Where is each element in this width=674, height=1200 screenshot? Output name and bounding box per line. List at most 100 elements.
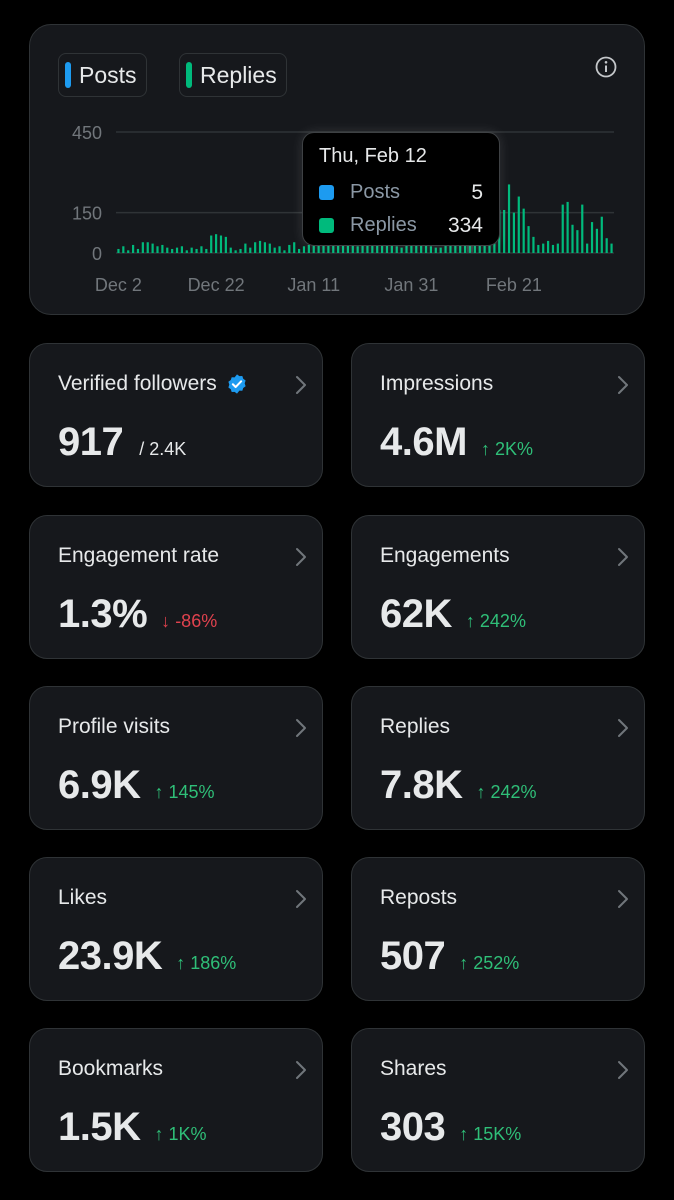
replies-bar[interactable] [278,246,281,253]
replies-bar[interactable] [503,209,506,253]
replies-bar[interactable] [195,248,198,253]
replies-bar[interactable] [161,244,164,253]
stat-value: 303 [380,1105,446,1149]
replies-bar[interactable] [439,247,442,253]
replies-bar[interactable] [166,247,169,253]
replies-bar[interactable] [571,224,574,253]
replies-bar[interactable] [293,242,296,253]
replies-bar[interactable] [434,247,437,253]
replies-bar[interactable] [576,230,579,253]
replies-bar[interactable] [390,244,393,253]
stat-delta-value: 145% [168,782,215,802]
stat-value: 62K [380,592,452,636]
stat-value-row: 917 / 2.4K [58,420,186,465]
replies-bar[interactable] [527,226,530,253]
replies-bar[interactable] [307,244,310,253]
replies-bar[interactable] [532,236,535,253]
stat-delta: ↑ 145% [155,782,215,803]
replies-bar[interactable] [586,243,589,253]
replies-bar[interactable] [229,247,232,253]
replies-bar[interactable] [512,212,516,253]
stat-card-replies[interactable]: Replies 7.8K ↑ 242% [351,686,645,830]
replies-bar[interactable] [429,246,433,253]
replies-bar[interactable] [288,244,291,253]
replies-bar[interactable] [590,222,594,253]
replies-bar[interactable] [190,247,193,253]
replies-bar[interactable] [517,196,520,253]
stat-card-profile-visits[interactable]: Profile visits 6.9K ↑ 145% [29,686,323,830]
replies-bar[interactable] [600,216,603,253]
replies-bar[interactable] [561,204,564,253]
replies-bar[interactable] [175,247,179,253]
replies-bar[interactable] [268,243,271,253]
stat-subvalue: / 2.4K [139,439,187,459]
replies-bar[interactable] [546,240,550,253]
replies-bar[interactable] [219,235,223,253]
legend-replies-toggle[interactable]: Replies [179,53,287,97]
replies-bar[interactable] [420,242,423,253]
stat-card-engagement-rate[interactable]: Engagement rate 1.3% ↓ -86% [29,515,323,659]
replies-bar[interactable] [146,242,149,253]
replies-bar[interactable] [297,248,301,253]
replies-bar[interactable] [400,247,403,253]
replies-bar[interactable] [537,244,540,253]
replies-bar[interactable] [224,236,227,253]
replies-bar[interactable] [254,242,257,253]
replies-bar[interactable] [249,247,252,253]
replies-bar[interactable] [605,238,608,253]
replies-bar[interactable] [283,250,286,253]
replies-bar[interactable] [551,244,555,253]
replies-bar[interactable] [566,201,569,253]
replies-bar[interactable] [522,208,525,253]
replies-bar[interactable] [341,244,345,253]
replies-bar[interactable] [302,246,306,253]
stat-card-reposts[interactable]: Reposts 507 ↑ 252% [351,857,645,1001]
replies-bar[interactable] [595,228,599,253]
replies-bar[interactable] [171,248,174,253]
replies-bar[interactable] [239,248,242,253]
replies-bar[interactable] [205,248,208,253]
replies-bar[interactable] [185,250,188,253]
replies-bar[interactable] [214,234,218,253]
replies-bar[interactable] [136,248,140,253]
replies-bar[interactable] [234,250,237,253]
replies-bar[interactable] [395,246,398,253]
arrow-up-icon: ↑ [154,782,164,802]
replies-bar[interactable] [131,244,135,253]
stat-card-bookmarks[interactable]: Bookmarks 1.5K ↑ 1K% [29,1028,323,1172]
replies-bar[interactable] [200,246,203,253]
replies-bar[interactable] [122,246,125,253]
replies-bar[interactable] [263,242,267,253]
arrow-up-icon: ↑ [459,1124,469,1144]
replies-bar[interactable] [556,243,559,253]
stat-card-likes[interactable]: Likes 23.9K ↑ 186% [29,857,323,1001]
stat-card-engagements[interactable]: Engagements 62K ↑ 242% [351,515,645,659]
stat-value-row: 7.8K ↑ 242% [380,763,537,808]
replies-bar[interactable] [210,235,213,253]
chevron-right-icon [618,548,628,566]
replies-bar[interactable] [356,246,359,253]
replies-bar[interactable] [127,250,130,253]
replies-bar[interactable] [542,243,545,253]
replies-bar[interactable] [180,246,184,253]
stat-card-verified-followers[interactable]: Verified followers 917 / 2.4K [29,343,323,487]
stat-label: Verified followers [58,372,248,396]
replies-bar[interactable] [258,240,262,253]
info-icon[interactable] [594,55,618,79]
replies-bar[interactable] [351,243,354,253]
replies-bar[interactable] [156,246,159,253]
replies-bar[interactable] [346,242,350,253]
legend-posts-toggle[interactable]: Posts [58,53,147,97]
stat-card-impressions[interactable]: Impressions 4.6M ↑ 2K% [351,343,645,487]
replies-bar[interactable] [424,244,428,253]
replies-bar[interactable] [244,243,247,253]
replies-bar[interactable] [581,204,584,253]
replies-bar[interactable] [610,243,613,253]
replies-bar[interactable] [151,243,154,253]
stat-delta: ↑ 252% [459,953,519,974]
replies-bar[interactable] [141,242,144,253]
replies-bar[interactable] [507,184,511,253]
stat-card-shares[interactable]: Shares 303 ↑ 15K% [351,1028,645,1172]
replies-bar[interactable] [273,247,276,253]
replies-bar[interactable] [117,248,120,253]
